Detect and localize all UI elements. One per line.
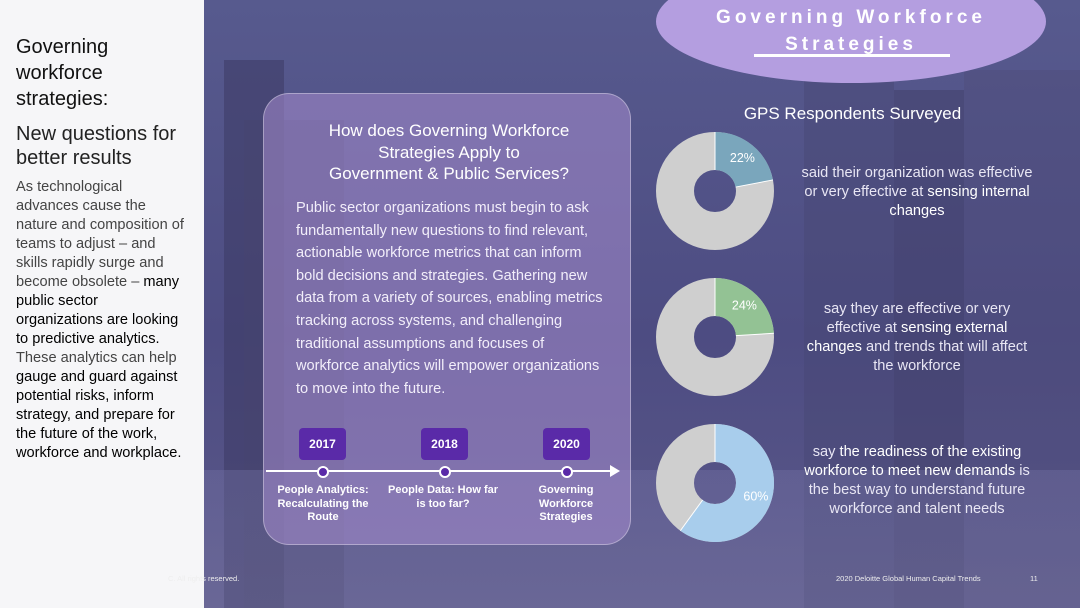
stat-text: and trends that will affect the workforc… <box>861 339 1028 374</box>
donut-value-segment <box>713 278 774 337</box>
panel-body: As technological advances cause the natu… <box>16 178 188 463</box>
stat-highlight: sensing internal changes <box>889 184 1030 219</box>
header-tab-line: Strategies <box>785 34 917 55</box>
stat-highlight: sensing external changes <box>806 320 1008 355</box>
left-text-panel: Governing workforce strategies: New ques… <box>0 0 204 608</box>
footer-page-number: 11 <box>1030 574 1038 583</box>
header-tab-underline <box>754 54 950 57</box>
donut-value-segment <box>713 132 773 189</box>
stat-text: is the best way to understand future wor… <box>808 463 1030 517</box>
stat-description: said their organization was effective or… <box>800 164 1034 221</box>
background-building <box>964 70 1080 608</box>
timeline-year-badge: 2017 <box>299 428 346 460</box>
card-title-line: Strategies Apply to <box>378 142 520 162</box>
panel-title: Governing workforce strategies: <box>16 36 109 110</box>
panel-body-text: These analytics can help <box>16 350 177 366</box>
donut-chart-external: 24% <box>656 278 774 396</box>
timeline-year-badge: 2018 <box>421 428 468 460</box>
timeline-dot <box>561 466 573 478</box>
timeline-dot <box>439 466 451 478</box>
donut-percent-label: 22% <box>730 151 755 165</box>
timeline-label: People Data: How far is too far? <box>387 484 499 510</box>
donut-segment-separator <box>735 179 774 188</box>
header-tab-title: Governing Workforce Strategies <box>656 4 1046 58</box>
timeline-arrow-icon <box>610 465 620 477</box>
donut-value-segment <box>680 424 774 542</box>
panel-subtitle: New questions for better results <box>16 123 177 169</box>
panel-body-text: As technological advances cause the natu… <box>16 179 184 290</box>
panel-body-highlight: many public sector organizations are loo… <box>16 274 180 347</box>
header-tab-line: Governing Workforce <box>716 7 986 28</box>
stat-highlight: the readiness of the existing workforce … <box>804 444 1022 479</box>
timeline-year-badge: 2020 <box>543 428 590 460</box>
timeline-label: People Analytics: Recalculating the Rout… <box>277 484 369 523</box>
stat-text: say they are effective or very effective… <box>823 301 1011 336</box>
stat-description: say they are effective or very effective… <box>800 300 1034 376</box>
stats-heading: GPS Respondents Surveyed <box>743 104 962 123</box>
donut-percent-label: 24% <box>732 299 757 313</box>
timeline-label: Governing Workforce Strategies <box>538 484 594 523</box>
stat-text: said their organization was effective or… <box>801 165 1033 200</box>
donut-chart-internal: 22% <box>656 132 774 250</box>
timeline-dot <box>317 466 329 478</box>
donut-chart-readiness: 60% <box>656 424 774 542</box>
card-title-line: How does Governing Workforce <box>328 121 570 140</box>
donut-segment-separator <box>735 332 774 337</box>
footer-copyright: C. All rights reserved. <box>168 574 240 583</box>
card-body: Public sector organizations must begin t… <box>296 200 603 397</box>
card-title-line: Government & Public Services? <box>329 164 569 183</box>
stat-description: say the readiness of the existing workfo… <box>800 443 1034 519</box>
footer-report-name: 2020 Deloitte Global Human Capital Trend… <box>836 574 981 583</box>
background-building <box>894 90 964 608</box>
card-title: How does Governing Workforce Strategies … <box>263 120 635 185</box>
donut-segment-separator <box>679 499 704 532</box>
stat-text: say <box>812 444 840 460</box>
panel-body-highlight: gauge and guard against potential risks,… <box>16 369 182 461</box>
background-building <box>804 40 894 608</box>
donut-percent-label: 60% <box>743 489 768 503</box>
